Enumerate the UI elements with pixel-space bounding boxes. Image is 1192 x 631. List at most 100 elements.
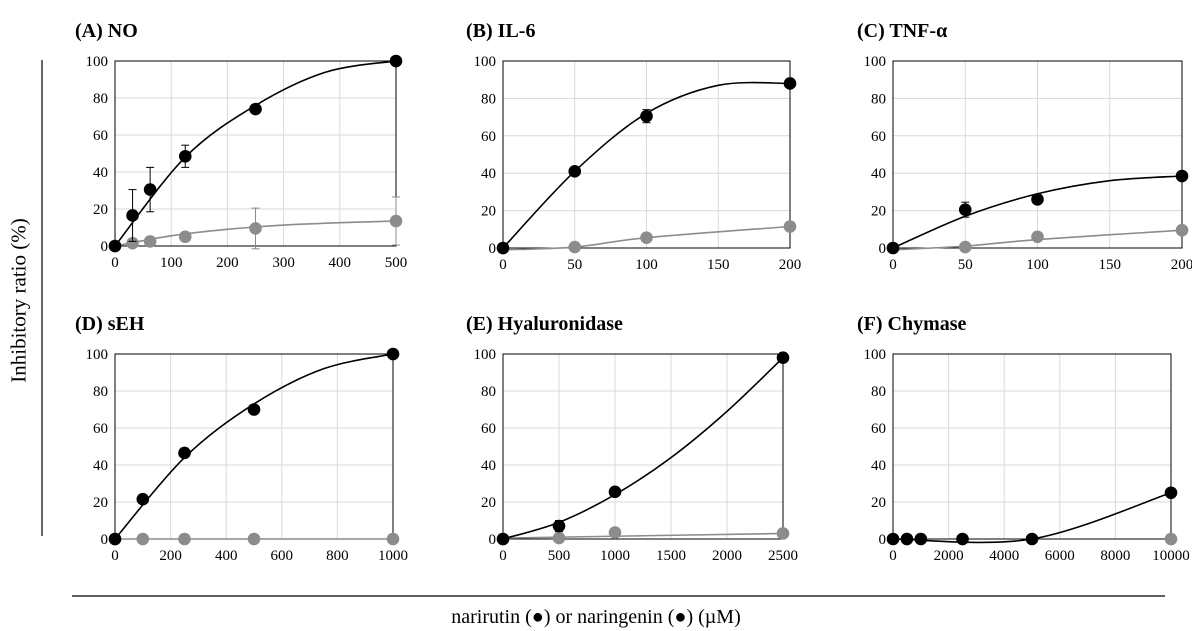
data-point	[552, 519, 566, 533]
fit-curve	[502, 357, 784, 540]
data-point	[552, 531, 566, 545]
x-tick-label: 6000	[1045, 548, 1075, 564]
x-tick-label: 2000	[934, 548, 964, 564]
plot-frame	[114, 353, 394, 540]
y-tick-label: 100	[86, 347, 109, 363]
x-tick-label: 150	[1099, 257, 1122, 273]
y-tick-label: 60	[871, 129, 886, 145]
series-naringenin	[108, 54, 403, 253]
data-point	[178, 230, 192, 244]
x-tick-label: 200	[216, 255, 239, 271]
panel-title: (C) TNF-α	[857, 20, 947, 42]
y-tick-label: 20	[481, 204, 496, 220]
data-point	[886, 532, 900, 546]
x-axis-title: narirutin (●) or naringenin (●) (µM)	[451, 606, 741, 628]
y-tick-label: 0	[101, 532, 109, 548]
chart-panel: 0 100 200 300 400 500 0 20 40 60 80 100 (A) NO	[75, 20, 407, 271]
y-tick-label: 20	[93, 495, 108, 511]
x-tick-label: 0	[889, 548, 897, 564]
y-axis-title: Inhibitory ratio (%)	[6, 217, 31, 383]
series-naringenin	[496, 77, 797, 255]
data-point	[178, 149, 192, 163]
data-point	[608, 526, 622, 539]
y-tick-label: 40	[481, 166, 496, 182]
data-point	[249, 102, 262, 116]
x-tick-label: 4000	[989, 548, 1019, 564]
data-point	[1164, 532, 1178, 546]
y-tick-label: 100	[864, 54, 887, 70]
y-tick-label: 80	[871, 91, 886, 107]
y-tick-label: 0	[489, 532, 497, 548]
x-tick-label: 8000	[1100, 548, 1130, 564]
y-tick-label: 40	[481, 458, 496, 474]
y-tick-label: 40	[93, 458, 108, 474]
data-point	[143, 183, 157, 196]
data-point	[386, 347, 400, 361]
data-point	[136, 532, 150, 546]
x-tick-label: 500	[385, 255, 408, 271]
data-point	[956, 532, 969, 546]
data-point	[1175, 223, 1189, 237]
fit-curve	[502, 225, 791, 251]
series-narirutin	[108, 532, 400, 546]
panel-title: (B) IL-6	[466, 20, 535, 42]
data-point	[1175, 169, 1189, 183]
panel-title: (A) NO	[75, 20, 138, 42]
fit-curve	[502, 532, 784, 539]
y-tick-label: 0	[101, 239, 109, 255]
data-point	[1031, 230, 1044, 244]
data-point	[914, 532, 928, 546]
data-point	[389, 214, 403, 228]
plot-frame	[892, 60, 1183, 249]
fit-curve	[114, 353, 394, 540]
series-naringenin	[108, 347, 400, 546]
series-narirutin	[108, 196, 403, 253]
data-point	[640, 109, 653, 123]
data-point	[776, 527, 790, 540]
y-tick-label: 60	[93, 128, 108, 144]
y-axis-title-wrap: Inhibitory ratio (%)	[4, 60, 34, 540]
series-narirutin	[496, 526, 790, 546]
y-tick-label: 20	[871, 495, 886, 511]
y-tick-label: 80	[93, 384, 108, 400]
y-tick-label: 100	[86, 54, 109, 70]
x-tick-label: 50	[567, 257, 582, 273]
series-narirutin	[1164, 532, 1178, 546]
data-point	[126, 209, 139, 222]
data-point	[568, 240, 582, 254]
x-tick-label: 600	[271, 548, 294, 564]
data-point	[1025, 532, 1039, 546]
data-point	[389, 54, 403, 68]
x-tick-label: 800	[326, 548, 349, 564]
plot-frame	[502, 353, 784, 540]
plot-frame	[502, 60, 791, 249]
x-tick-label: 0	[111, 255, 119, 271]
y-tick-label: 100	[864, 347, 887, 363]
data-point	[900, 532, 914, 546]
y-tick-label: 40	[871, 166, 886, 182]
plot-frame	[892, 353, 1172, 540]
data-point	[126, 236, 139, 250]
x-tick-label: 300	[272, 255, 295, 271]
series-naringenin	[496, 351, 790, 546]
y-tick-label: 0	[879, 241, 887, 257]
x-tick-label: 100	[1026, 257, 1049, 273]
x-tick-label: 0	[889, 257, 897, 273]
data-point	[249, 222, 262, 235]
y-tick-label: 60	[481, 129, 496, 145]
x-tick-label: 10000	[1152, 548, 1190, 564]
panel-title: (E) Hyaluronidase	[466, 313, 623, 335]
x-tick-label: 100	[160, 255, 183, 271]
data-point	[1031, 193, 1044, 206]
data-point	[568, 165, 582, 178]
y-tick-label: 40	[871, 458, 886, 474]
data-point	[608, 485, 622, 499]
data-point	[640, 231, 653, 245]
data-point	[496, 532, 510, 546]
x-tick-label: 1500	[656, 548, 686, 564]
chart-panel: 0 50 100 150 200 0 20 40 60 80 100 (B) IL-6	[466, 20, 801, 273]
data-point	[108, 239, 122, 253]
data-point	[886, 241, 900, 255]
y-tick-label: 100	[474, 54, 497, 70]
data-point	[143, 235, 157, 248]
